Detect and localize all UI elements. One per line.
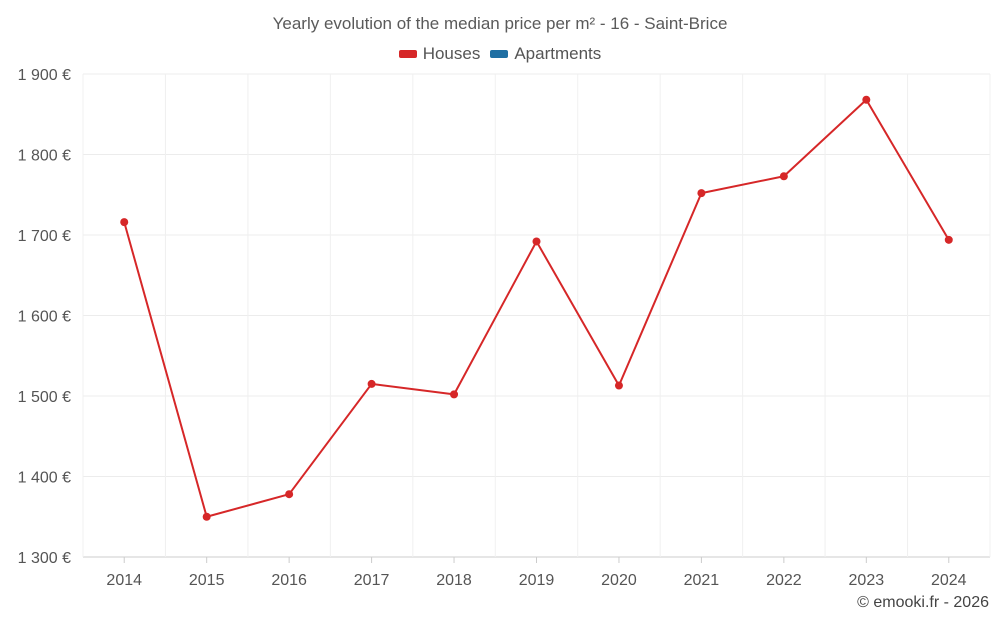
x-tick-label: 2023 <box>849 572 885 589</box>
y-tick-label: 1 400 € <box>18 470 71 487</box>
y-tick-label: 1 900 € <box>18 67 71 84</box>
y-tick-label: 1 600 € <box>18 309 71 326</box>
y-tick-label: 1 500 € <box>18 389 71 406</box>
data-point-houses[interactable] <box>120 218 129 227</box>
y-tick-label: 1 800 € <box>18 148 71 165</box>
data-point-houses[interactable] <box>614 381 623 390</box>
legend-item-apartments[interactable]: Apartments <box>490 44 601 64</box>
data-point-houses[interactable] <box>779 172 788 181</box>
apartments-swatch-icon <box>490 50 509 58</box>
x-tick-label: 2022 <box>766 572 802 589</box>
data-point-houses[interactable] <box>862 95 871 104</box>
y-tick-label: 1 300 € <box>18 550 71 567</box>
x-tick-label: 2016 <box>271 572 307 589</box>
x-tick-label: 2018 <box>436 572 472 589</box>
x-tick-label: 2014 <box>106 572 142 589</box>
x-tick-label: 2019 <box>519 572 555 589</box>
legend-apartments-label: Apartments <box>514 44 602 63</box>
data-point-houses[interactable] <box>367 379 376 388</box>
data-point-houses[interactable] <box>697 189 706 198</box>
data-point-houses[interactable] <box>532 237 541 246</box>
chart-title: Yearly evolution of the median price per… <box>272 14 728 33</box>
chart-legend: Houses Apartments <box>0 44 1000 64</box>
x-tick-label: 2017 <box>354 572 390 589</box>
credit-text: © emooki.fr - 2026 <box>857 594 989 611</box>
legend-houses-label: Houses <box>422 44 481 63</box>
houses-swatch-icon <box>398 50 417 58</box>
data-point-houses[interactable] <box>202 512 211 521</box>
x-tick-label: 2020 <box>601 572 637 589</box>
data-point-houses[interactable] <box>285 490 294 499</box>
y-tick-label: 1 700 € <box>18 228 71 245</box>
legend-item-houses[interactable]: Houses <box>398 44 481 64</box>
data-point-houses[interactable] <box>944 235 953 244</box>
x-tick-label: 2024 <box>931 572 967 589</box>
x-tick-label: 2021 <box>684 572 720 589</box>
data-point-houses[interactable] <box>450 390 459 399</box>
x-tick-label: 2015 <box>189 572 225 589</box>
